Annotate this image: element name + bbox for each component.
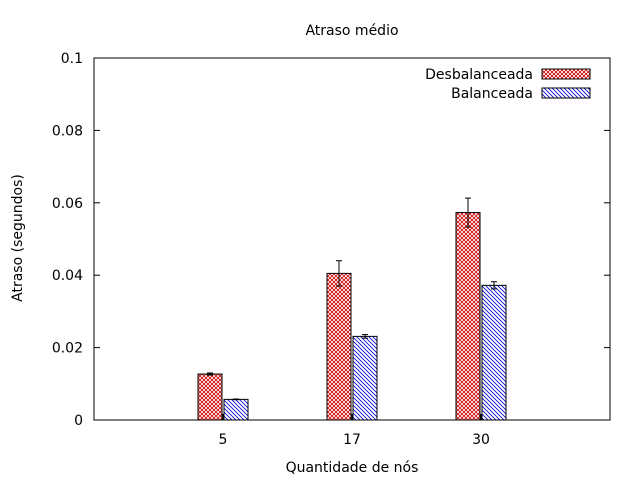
y-axis-label: Atraso (segundos) <box>10 174 26 302</box>
bar-desbalanceada-5 <box>197 373 223 421</box>
bar-balanceada-30 <box>481 284 507 421</box>
x-tick-label: 30 <box>472 432 490 448</box>
y-tick-label: 0.1 <box>61 51 83 67</box>
legend-label: Balanceada <box>451 86 533 102</box>
bar-balanceada-17 <box>352 335 378 421</box>
legend-swatch <box>541 68 591 80</box>
x-tick-label: 5 <box>219 432 228 448</box>
legend-label: Desbalanceada <box>425 67 533 83</box>
legend: Desbalanceada Balanceada <box>425 67 591 102</box>
y-tick-label: 0.04 <box>52 268 83 284</box>
y-tick-label: 0.02 <box>52 341 83 357</box>
bar-desbalanceada-17 <box>326 272 352 421</box>
bar-desbalanceada-30 <box>455 212 481 421</box>
legend-swatch <box>541 87 591 99</box>
plot-frame <box>93 57 611 421</box>
bars-group <box>197 197 507 421</box>
chart-title: Atraso médio <box>305 23 398 39</box>
axis-ticks: 0 0.02 0.04 0.06 0.08 0.1 5 17 30 <box>52 51 610 448</box>
y-tick-label: 0.06 <box>52 196 83 212</box>
x-tick-label: 17 <box>343 432 361 448</box>
y-tick-label: 0 <box>74 413 83 429</box>
bar-balanceada-5 <box>223 398 249 421</box>
y-tick-label: 0.08 <box>52 123 83 139</box>
x-axis-label: Quantidade de nós <box>286 460 419 476</box>
